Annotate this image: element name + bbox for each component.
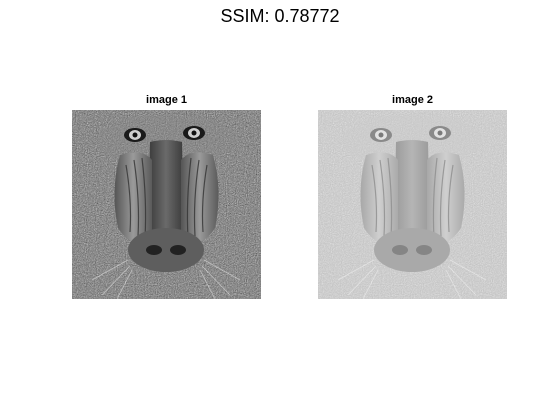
panel-1-title: image 1 [146,94,187,106]
mandrill-image-2 [318,110,507,299]
image-1-panel [72,110,261,299]
mandrill-image-1 [72,110,261,299]
image-2-panel [318,110,507,299]
panel-2-title: image 2 [392,94,433,106]
figure-title: SSIM: 0.78772 [220,6,340,26]
